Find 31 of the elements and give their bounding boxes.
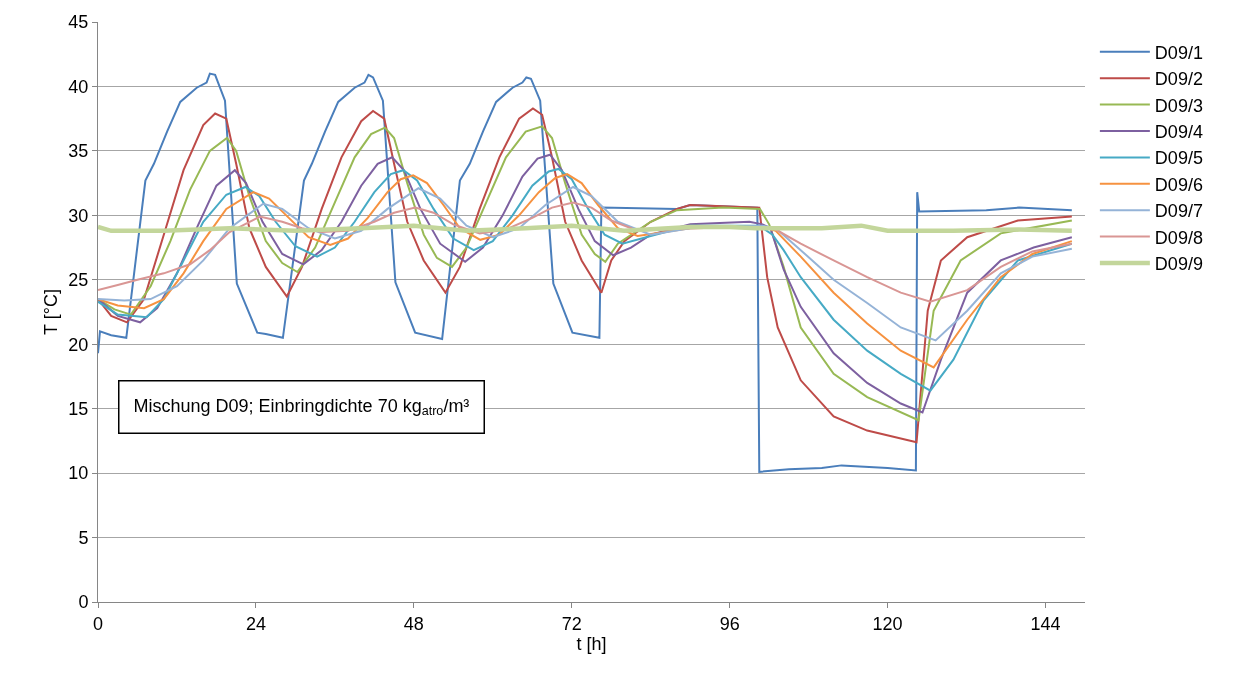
y-tick-label: 20	[68, 334, 89, 355]
x-tick-label: 96	[719, 613, 740, 634]
legend-label: D09/9	[1154, 254, 1203, 275]
y-tick-label: 30	[68, 205, 89, 226]
legend-label: D09/3	[1154, 95, 1203, 116]
y-tick-label: 0	[78, 592, 89, 613]
x-tick-label: 72	[561, 613, 582, 634]
x-tick-label: 144	[1030, 613, 1061, 634]
annotation: Mischung D09; Einbringdichte 70 kg$_{atro}$/m³	[133, 395, 470, 419]
line-series	[98, 72, 1073, 473]
x-tick-label: 120	[872, 613, 903, 634]
x-tick-label: 48	[403, 613, 424, 634]
y-tick-label: 10	[68, 463, 89, 484]
y-axis-title: T [°C]	[40, 289, 61, 335]
legend-label: D09/1	[1154, 42, 1203, 63]
x-axis-title: t [h]	[576, 633, 607, 654]
y-tick-label: 5	[78, 527, 89, 548]
line-series	[98, 185, 1073, 342]
legend-label: D09/4	[1154, 122, 1203, 143]
y-tick-label: 45	[68, 12, 89, 33]
legend-label: D09/6	[1154, 174, 1203, 195]
x-tick-label: 0	[92, 613, 104, 634]
legend-label: D09/8	[1154, 227, 1203, 248]
x-tick-label: 24	[245, 613, 266, 634]
legend-label: D09/7	[1154, 201, 1203, 222]
legend-label: D09/5	[1154, 148, 1203, 169]
legend-label: D09/2	[1154, 69, 1203, 90]
y-tick-label: 40	[68, 76, 89, 97]
y-tick-label: 15	[68, 398, 89, 419]
y-tick-label: 35	[68, 141, 89, 162]
y-tick-label: 25	[68, 270, 89, 291]
